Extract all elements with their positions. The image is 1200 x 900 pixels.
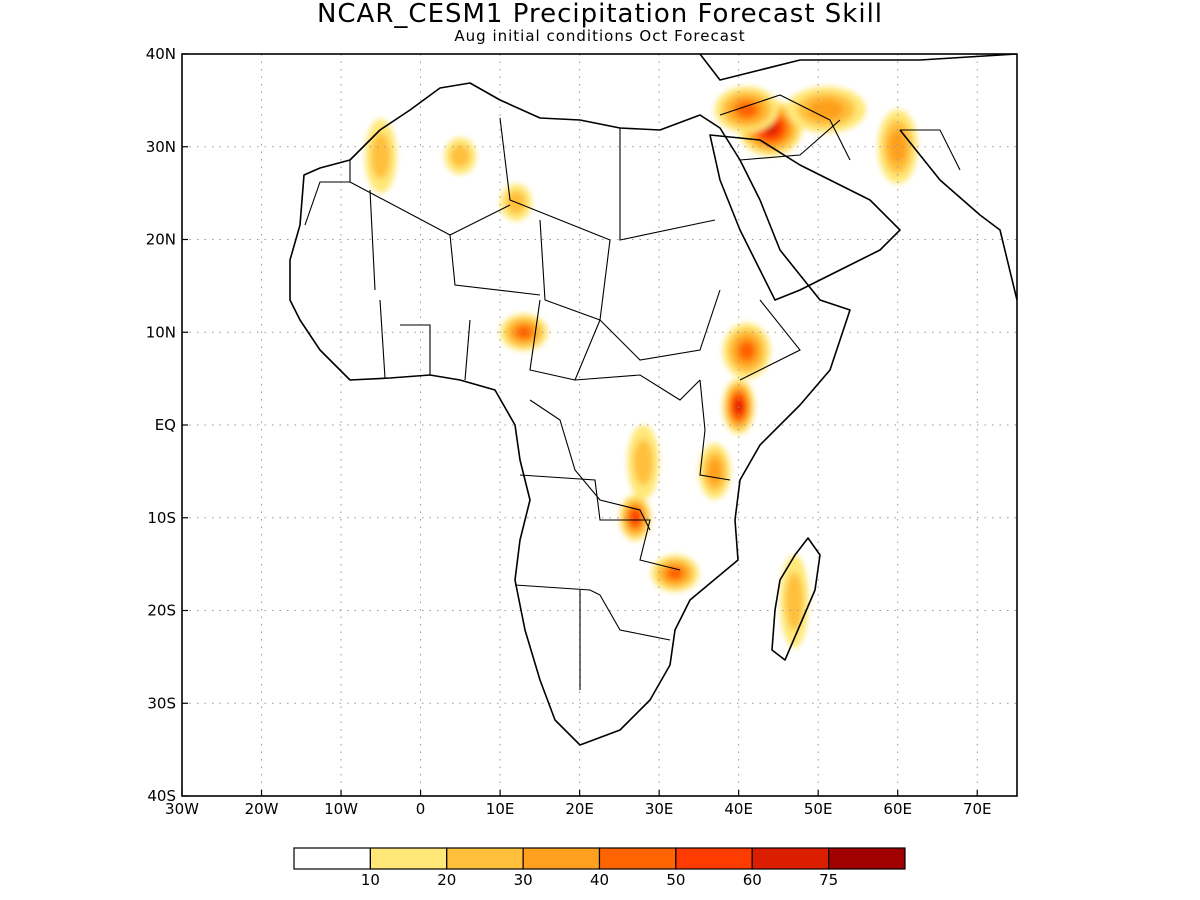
madagascar-coastline xyxy=(771,537,821,661)
lat-tick-label: 20S xyxy=(147,602,176,620)
skill-region-9-level-2 xyxy=(633,439,654,485)
skill-region-3-level-3 xyxy=(888,130,907,164)
map-title: NCAR_CESM1 Precipitation Forecast Skill xyxy=(316,0,884,29)
skill-region-12-level-2 xyxy=(450,144,471,168)
lat-tick-label: EQ xyxy=(155,416,176,434)
colorbar-swatch-6 xyxy=(751,847,830,870)
lat-tick-label: 40S xyxy=(147,787,176,805)
lat-tick-label: 40N xyxy=(146,45,176,63)
arabia-coastline xyxy=(709,134,901,301)
colorbar: 10 20 30 40 50 60 75 xyxy=(293,847,906,889)
lon-tick-label: 20W xyxy=(245,800,279,818)
skill-region-10-level-2 xyxy=(785,572,804,630)
skill-region-7-level-5 xyxy=(630,511,640,525)
skill-region-5-level-4 xyxy=(738,341,755,361)
lon-tick-label: 30W xyxy=(165,800,199,818)
lon-tick-label: 20E xyxy=(565,800,594,818)
lat-tick-label: 30N xyxy=(146,138,176,156)
colorbar-swatch-2 xyxy=(446,847,524,870)
lon-tick-label: 0 xyxy=(416,800,426,818)
colorbar-label: 40 xyxy=(590,871,609,889)
eurasia-coastline xyxy=(699,54,1017,301)
lon-tick-label: 10W xyxy=(324,800,358,818)
coastline-layer xyxy=(289,54,1017,746)
skill-region-4-level-6 xyxy=(734,399,743,414)
colorbar-label: 50 xyxy=(666,871,685,889)
axis-ticks: 30W 20W 10W 0 10E 20E 30E 40E 50E 60E 70E 40N 30N 20N… xyxy=(146,45,992,818)
lat-tick-label: 10S xyxy=(147,509,176,527)
colorbar-swatch-7 xyxy=(828,847,906,870)
colorbar-label: 10 xyxy=(361,871,380,889)
colorbar-label: 60 xyxy=(743,871,762,889)
lon-tick-label: 30E xyxy=(645,800,674,818)
skill-region-6-level-4 xyxy=(515,325,533,339)
skill-shading-layer xyxy=(364,86,918,648)
colorbar-swatch-1 xyxy=(369,847,448,870)
skill-region-2-level-3 xyxy=(808,99,844,120)
colorbar-swatch-3 xyxy=(522,847,601,870)
lat-tick-label: 30S xyxy=(147,694,176,712)
lon-tick-label: 50E xyxy=(804,800,833,818)
lon-tick-label: 60E xyxy=(883,800,912,818)
lon-tick-label: 70E xyxy=(963,800,992,818)
skill-region-11-level-3 xyxy=(707,459,722,484)
colorbar-swatch-4 xyxy=(598,847,677,870)
lon-tick-label: 10E xyxy=(486,800,515,818)
lon-tick-label: 40E xyxy=(724,800,753,818)
country-borders xyxy=(304,94,961,690)
skill-region-1-level-4 xyxy=(735,101,758,118)
skill-region-13-level-2 xyxy=(371,133,391,179)
africa-coastline xyxy=(289,82,851,746)
colorbar-label: 20 xyxy=(437,871,456,889)
colorbar-label: 30 xyxy=(514,871,533,889)
lat-tick-label: 20N xyxy=(146,231,176,249)
lat-tick-label: 10N xyxy=(146,323,176,341)
colorbar-label: 75 xyxy=(819,871,838,889)
map-subtitle: Aug initial conditions Oct Forecast xyxy=(454,27,746,45)
colorbar-swatch-0 xyxy=(293,847,371,870)
colorbar-swatch-5 xyxy=(675,847,753,870)
